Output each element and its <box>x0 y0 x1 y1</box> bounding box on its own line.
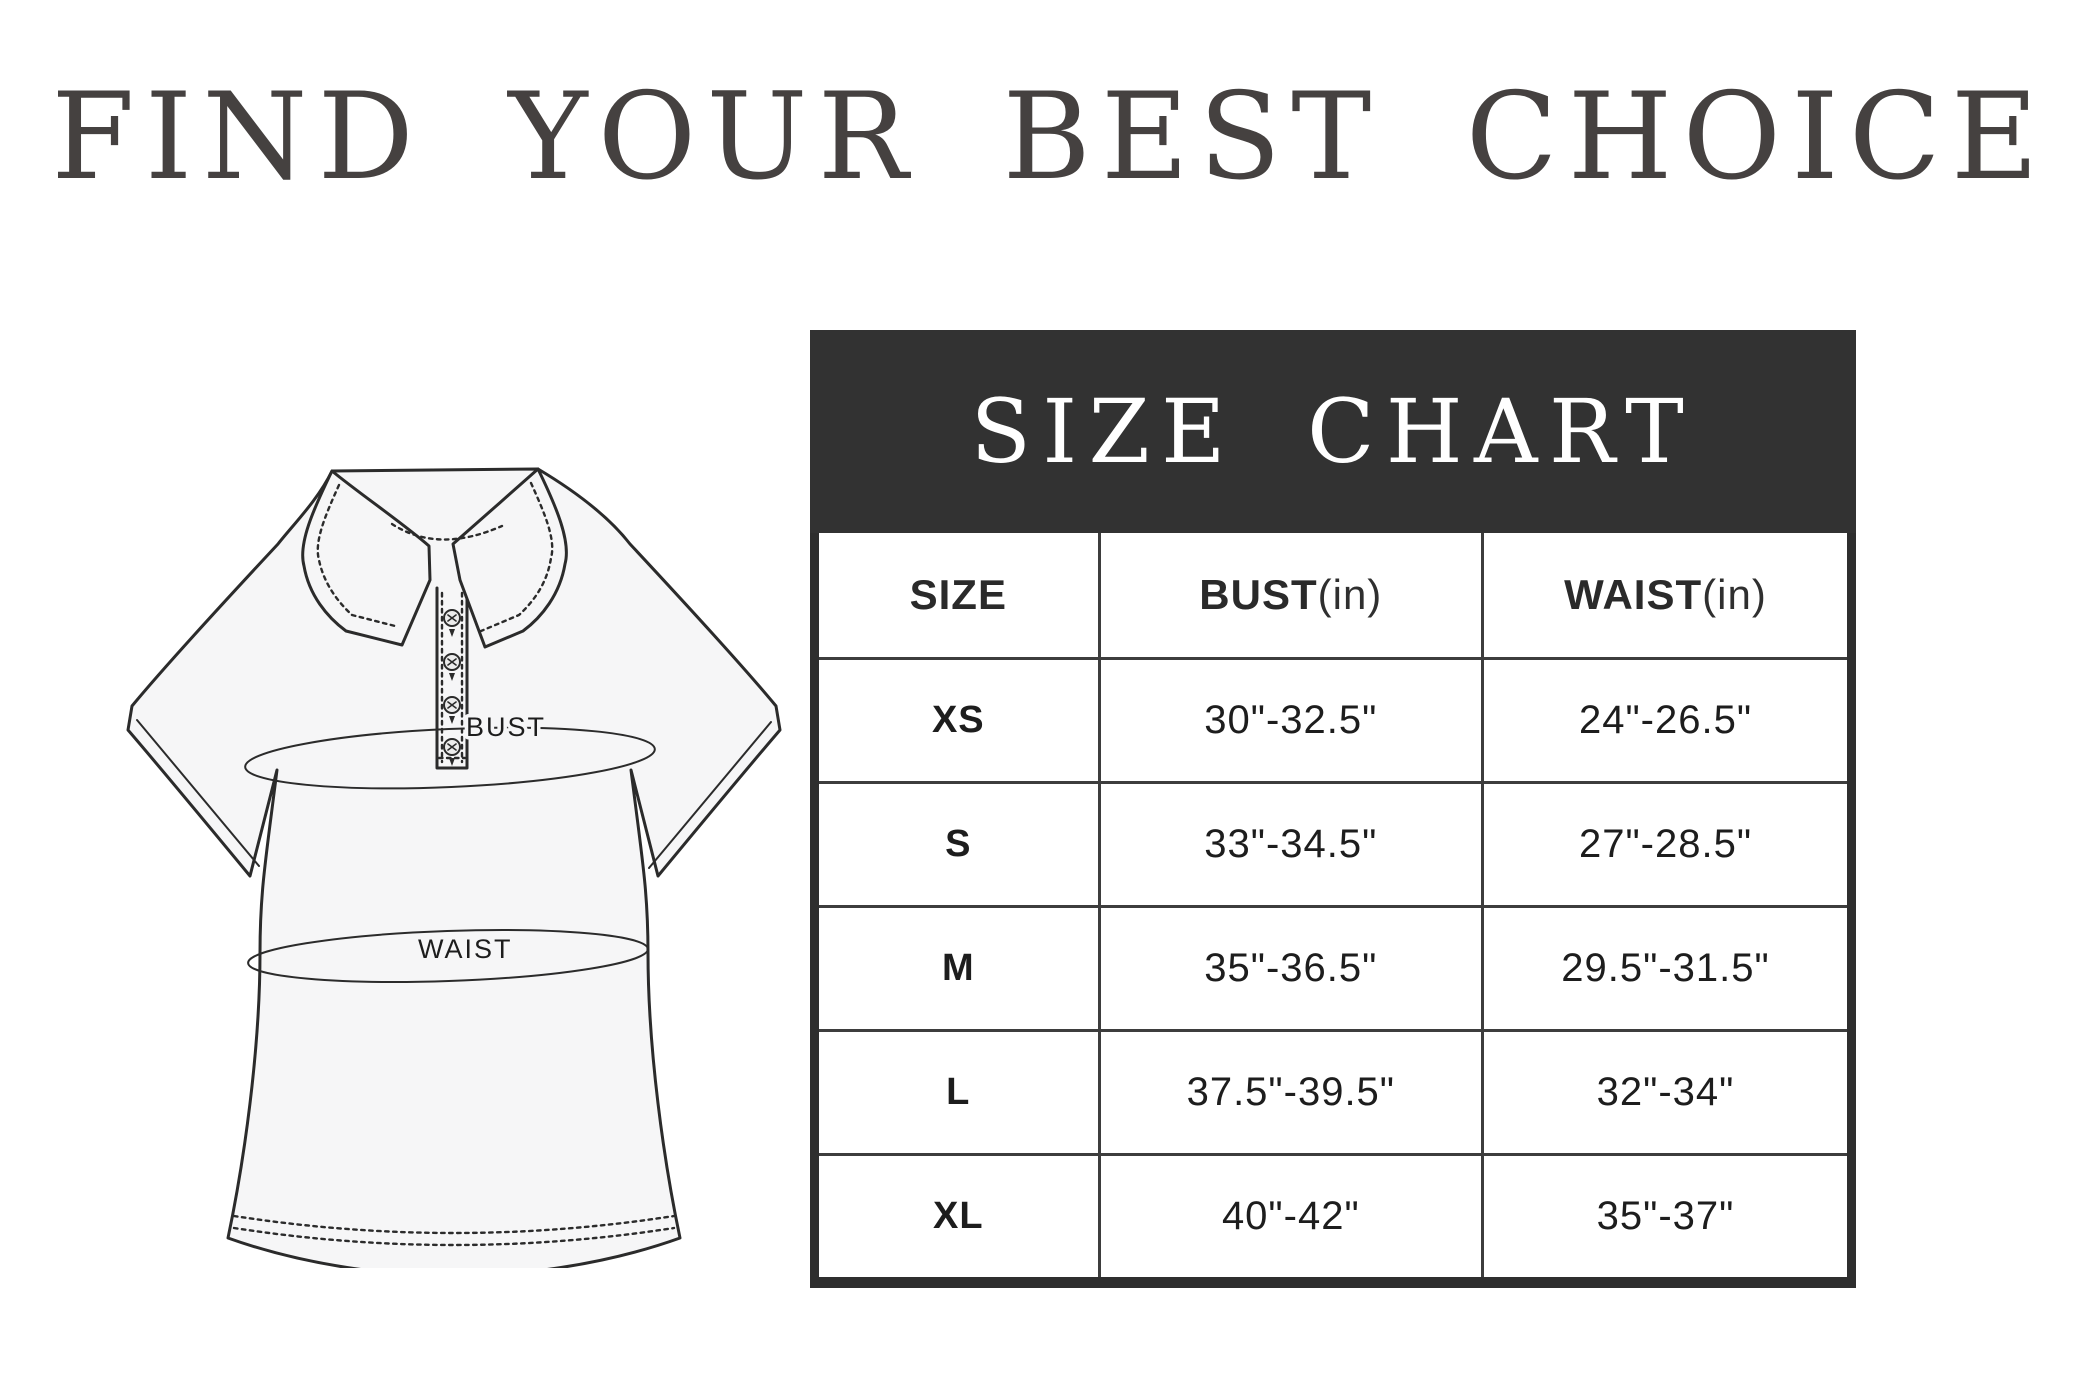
waist-cell: 27"-28.5" <box>1481 781 1847 905</box>
header-unit: (in) <box>1702 571 1767 618</box>
size-cell: XL <box>819 1153 1098 1277</box>
table-header-row: SIZE BUST (in) WAIST (in) <box>819 533 1847 657</box>
waist-measure-ellipse <box>247 929 649 983</box>
header-label: SIZE <box>909 571 1007 618</box>
hem-stitching <box>232 1214 676 1247</box>
collar-right-stitching <box>479 481 554 633</box>
waist-cell: 32"-34" <box>1481 1029 1847 1153</box>
table-row: S 33"-34.5" 27"-28.5" <box>819 781 1847 905</box>
size-cell: XS <box>819 657 1098 781</box>
size-cell: L <box>819 1029 1098 1153</box>
bust-label: BUST <box>466 712 546 742</box>
bust-cell: 37.5"-39.5" <box>1097 1029 1482 1153</box>
placket-buttons <box>443 609 461 766</box>
bust-cell: 30"-32.5" <box>1097 657 1482 781</box>
right-cuff-fold <box>648 721 772 869</box>
table-row: M 35"-36.5" 29.5"-31.5" <box>819 905 1847 1029</box>
shirt-body-outline <box>126 467 782 1268</box>
left-cuff-fold <box>136 719 260 867</box>
header-label: WAIST <box>1564 571 1703 618</box>
placket-stitching <box>437 591 467 764</box>
waist-cell: 35"-37" <box>1481 1153 1847 1277</box>
polo-shirt-diagram: BUST WAIST <box>92 438 832 1268</box>
collar-left-lapel <box>301 469 432 647</box>
size-cell: M <box>819 905 1098 1029</box>
bust-cell: 40"-42" <box>1097 1153 1482 1277</box>
header-label: BUST <box>1199 571 1318 618</box>
collar-left-stitching <box>316 483 397 628</box>
table-row: XL 40"-42" 35"-37" <box>819 1153 1847 1277</box>
size-chart: SIZE CHART SIZE BUST (in) WAIST (in) XS 30… <box>810 330 1856 1288</box>
collar-right-lapel <box>451 467 568 649</box>
placket-outline <box>435 586 469 770</box>
header-unit: (in) <box>1317 571 1383 618</box>
bust-cell: 35"-36.5" <box>1097 905 1482 1029</box>
waist-cell: 24"-26.5" <box>1481 657 1847 781</box>
size-cell: S <box>819 781 1098 905</box>
waist-cell: 29.5"-31.5" <box>1481 905 1847 1029</box>
polo-shirt-drawing: BUST WAIST <box>126 467 782 1268</box>
back-neck-stitching <box>390 522 504 541</box>
header-cell-waist: WAIST (in) <box>1481 533 1847 657</box>
header-cell-size: SIZE <box>819 533 1098 657</box>
bust-measure-ellipse <box>244 726 656 790</box>
page-title: FIND YOUR BEST CHOICE <box>51 68 2049 207</box>
table-row: L 37.5"-39.5" 32"-34" <box>819 1029 1847 1153</box>
header-cell-bust: BUST (in) <box>1097 533 1481 657</box>
size-chart-heading: SIZE CHART <box>810 330 1856 533</box>
table-row: XS 30"-32.5" 24"-26.5" <box>819 657 1847 781</box>
waist-label: WAIST <box>418 934 513 964</box>
bust-cell: 33"-34.5" <box>1097 781 1482 905</box>
size-chart-table: SIZE BUST (in) WAIST (in) XS 30"-32.5" 24"… <box>810 533 1856 1288</box>
